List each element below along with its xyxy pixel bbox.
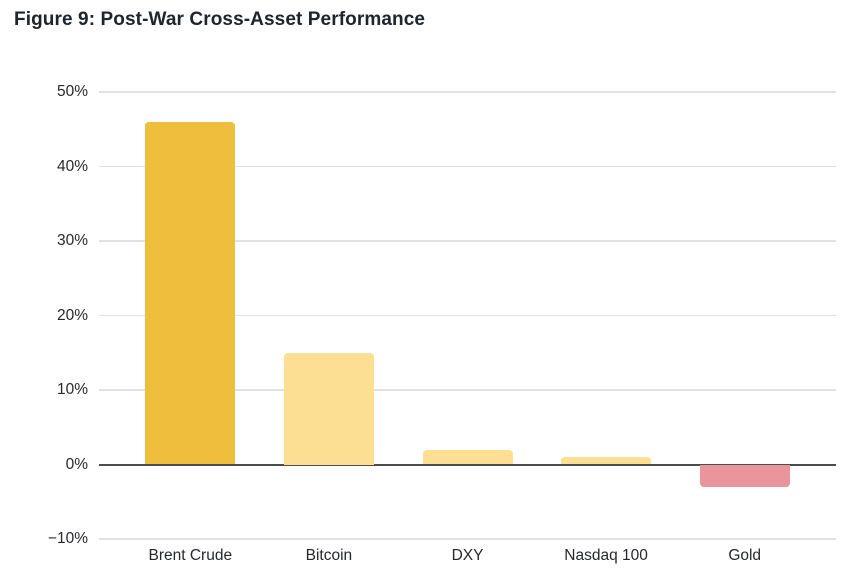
x-tick-label: Gold <box>728 547 762 564</box>
y-tick-label: −10% <box>47 530 88 547</box>
bar-brent-crude <box>145 121 236 465</box>
gridline <box>99 314 836 317</box>
gridline <box>99 389 836 391</box>
bar-dxy <box>422 449 513 465</box>
zero-line <box>99 463 836 466</box>
x-tick-label: Brent Crude <box>148 547 233 564</box>
x-tick-label: DXY <box>451 547 484 564</box>
x-tick-label: Bitcoin <box>305 547 353 564</box>
bar-nasdaq-100 <box>561 457 652 465</box>
y-tick-label: 10% <box>56 381 88 398</box>
x-tick-label: Nasdaq 100 <box>564 547 648 564</box>
figure-title: Figure 9: Post-War Cross-Asset Performan… <box>14 9 426 30</box>
gridline <box>99 538 836 540</box>
y-tick-label: 40% <box>56 157 88 175</box>
bar-bitcoin <box>283 352 374 465</box>
gridline <box>99 91 836 93</box>
gridline <box>99 165 836 168</box>
gridline <box>99 240 836 242</box>
bar-gold <box>699 464 790 487</box>
y-tick-label: 30% <box>56 232 88 249</box>
y-tick-label: 0% <box>65 455 88 473</box>
y-tick-label: 50% <box>56 83 88 100</box>
y-tick-label: 20% <box>56 306 88 324</box>
